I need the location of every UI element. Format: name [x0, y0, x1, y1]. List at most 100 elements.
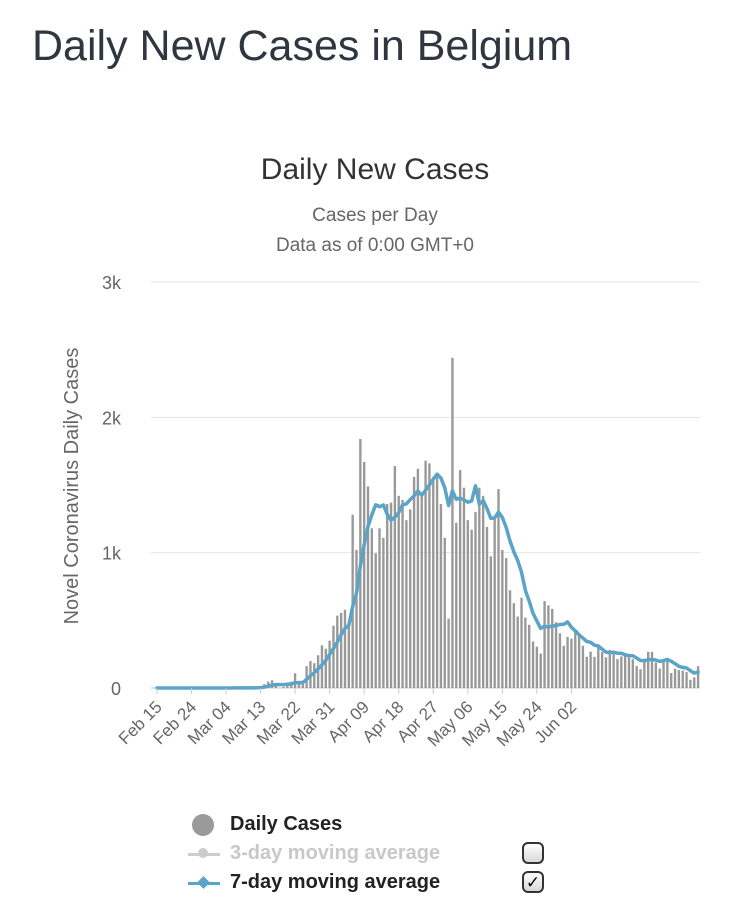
- bar: [650, 651, 654, 688]
- daily-cases-chart: Daily New Cases Cases per Day Data as of…: [61, 153, 700, 750]
- bar: [543, 601, 546, 688]
- bar: [378, 528, 381, 688]
- bar: [478, 487, 481, 688]
- bar: [497, 489, 500, 688]
- bar: [466, 520, 469, 688]
- bar: [616, 659, 619, 688]
- bar: [547, 605, 550, 688]
- bar: [416, 468, 420, 688]
- bar: [627, 657, 631, 688]
- bar: [551, 608, 554, 688]
- bar: [512, 603, 516, 688]
- checkbox-7-day-average[interactable]: ✓: [522, 871, 544, 893]
- bar: [386, 503, 389, 688]
- bar: [339, 612, 343, 688]
- bar: [428, 463, 431, 688]
- bar: [451, 357, 454, 688]
- bar: [620, 656, 623, 688]
- bar: [458, 470, 462, 688]
- bar: [355, 549, 358, 688]
- bar: [673, 668, 677, 688]
- bar: [366, 486, 370, 688]
- bar: [401, 499, 404, 688]
- bar: [535, 646, 539, 688]
- bar: [524, 617, 527, 688]
- bar: [316, 655, 320, 688]
- bar: [447, 618, 450, 688]
- bar: [313, 663, 316, 688]
- bar: [443, 537, 446, 688]
- bar: [528, 624, 531, 688]
- y-axis-label: Novel Coronavirus Daily Cases: [61, 348, 83, 625]
- bar: [696, 666, 700, 688]
- bar: [301, 682, 304, 688]
- bar: [554, 622, 558, 688]
- legend-item-daily-cases[interactable]: Daily Cases: [186, 810, 566, 839]
- y-axis-ticks: 0 1k 2k 3k: [102, 273, 122, 699]
- chart-subtitle-1: Cases per Day: [312, 205, 438, 226]
- legend-item-3-day-average[interactable]: 3-day moving average: [186, 839, 566, 868]
- bar: [362, 461, 366, 688]
- bar: [681, 670, 684, 688]
- bar: [670, 673, 673, 688]
- legend-label-7-day-average: 7-day moving average: [230, 871, 441, 893]
- bar: [623, 655, 627, 688]
- bar: [531, 641, 535, 688]
- bar: [589, 651, 592, 688]
- bar: [516, 616, 519, 688]
- bar: [389, 502, 393, 688]
- bar: [493, 516, 496, 688]
- bar: [597, 644, 600, 688]
- bar: [336, 615, 339, 688]
- bar: [631, 659, 635, 688]
- bar: [666, 660, 669, 688]
- bar: [585, 656, 588, 688]
- bar: [581, 645, 585, 688]
- bar: [293, 673, 297, 688]
- y-tick-label: 3k: [102, 273, 122, 293]
- chart-legend: Daily Cases 3-day moving average 7-day m…: [186, 810, 566, 897]
- bar: [286, 684, 289, 688]
- bar: [405, 520, 408, 688]
- bar: [424, 460, 427, 688]
- legend-label-3-day-average: 3-day moving average: [230, 842, 441, 864]
- y-tick-label: 1k: [102, 544, 122, 564]
- bar: [432, 478, 435, 688]
- bar: [577, 636, 581, 688]
- bar: [662, 660, 665, 688]
- bar: [574, 630, 577, 688]
- bar: [420, 495, 423, 688]
- bar: [654, 662, 658, 688]
- bar: [412, 476, 416, 688]
- bar: [558, 633, 562, 688]
- bar: [485, 526, 489, 688]
- bar: [470, 529, 473, 688]
- bar: [409, 509, 412, 688]
- bar: [397, 495, 400, 688]
- page-title: Daily New Cases in Belgium: [32, 22, 573, 70]
- bar-series-daily-cases: [213, 357, 700, 688]
- bar: [562, 645, 565, 688]
- bar: [501, 549, 504, 688]
- bar: [508, 590, 512, 688]
- bar: [570, 638, 573, 688]
- legend-item-7-day-average[interactable]: 7-day moving average ✓: [186, 868, 566, 897]
- bar: [343, 609, 347, 688]
- bar: [639, 669, 642, 688]
- line-series-7-day: [155, 472, 700, 690]
- moving-average-line: [155, 472, 700, 690]
- bar: [282, 686, 285, 688]
- bar: [332, 625, 335, 688]
- bar: [455, 522, 458, 688]
- bar: [393, 466, 397, 688]
- y-tick-label: 2k: [102, 408, 122, 428]
- bar: [474, 512, 477, 688]
- bar: [489, 556, 493, 688]
- line-circle-swatch-icon: [186, 842, 226, 866]
- bar: [685, 672, 688, 688]
- bar: [693, 677, 696, 688]
- bar: [435, 475, 439, 688]
- bar: [328, 640, 331, 688]
- checkbox-3-day-average[interactable]: [522, 842, 544, 864]
